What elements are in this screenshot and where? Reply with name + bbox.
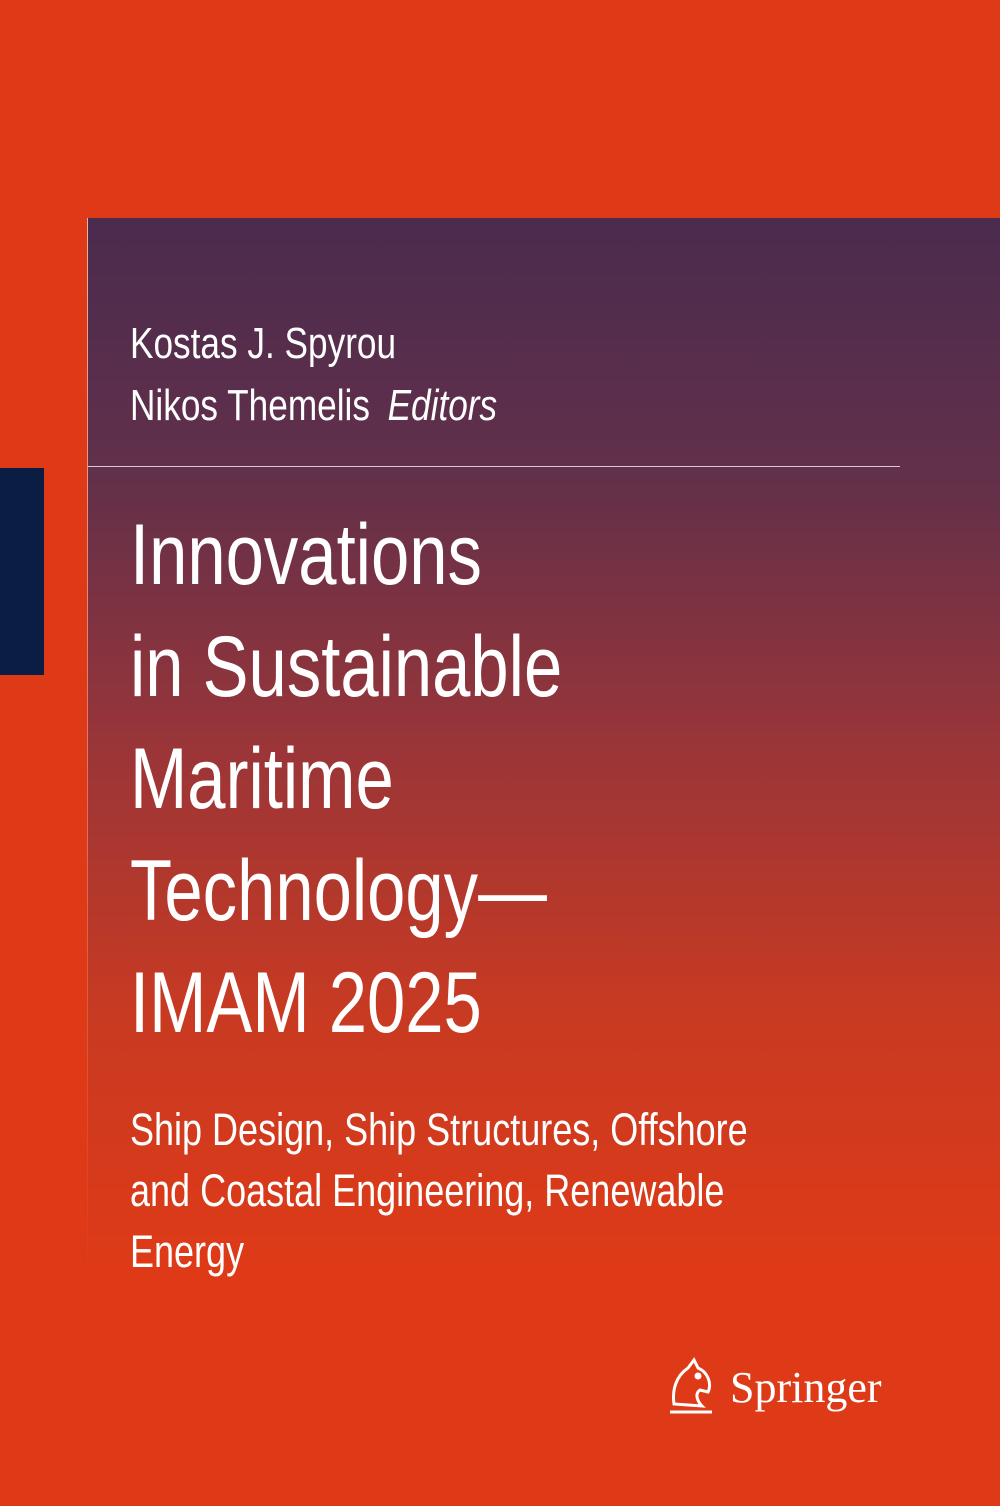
title-line: in Sustainable — [130, 619, 563, 715]
subtitle-line: and Coastal Engineering, Renewable — [130, 1165, 725, 1216]
horizontal-rule — [88, 466, 900, 467]
subtitle-line: Energy — [130, 1226, 245, 1277]
title-line: IMAM 2025 — [130, 955, 482, 1051]
subtitle-line: Ship Design, Ship Structures, Offshore — [130, 1104, 748, 1155]
author: Nikos Themelis — [130, 381, 370, 430]
vertical-rule — [87, 218, 88, 1278]
title-line: Maritime — [130, 731, 394, 827]
gradient-panel — [88, 218, 1000, 1278]
author-line: Nikos Themelis Editors — [130, 380, 497, 432]
publisher-logo: Springer — [670, 1357, 882, 1414]
accent-block — [0, 468, 44, 675]
title-line: Innovations — [130, 507, 482, 603]
role: Editors — [387, 381, 498, 430]
title-line: Technology— — [130, 843, 547, 939]
publisher-name: Springer — [730, 1363, 882, 1412]
author: Kostas J. Spyrou — [130, 319, 397, 368]
logo-icon — [670, 1357, 712, 1414]
